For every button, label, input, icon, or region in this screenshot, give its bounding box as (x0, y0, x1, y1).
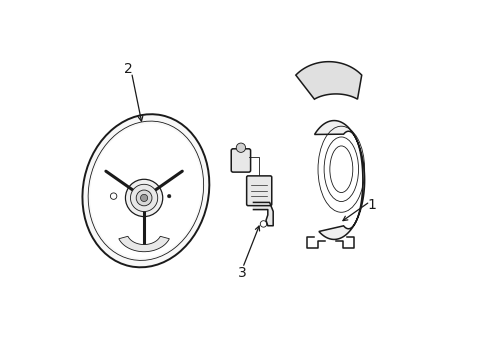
Polygon shape (253, 202, 273, 226)
FancyBboxPatch shape (231, 149, 250, 172)
Circle shape (167, 194, 171, 198)
FancyBboxPatch shape (246, 176, 271, 206)
Circle shape (130, 184, 158, 212)
Text: 1: 1 (366, 198, 375, 212)
Circle shape (136, 190, 152, 206)
Text: 3: 3 (238, 266, 246, 280)
Text: 2: 2 (123, 62, 132, 76)
Ellipse shape (90, 123, 202, 258)
Circle shape (125, 179, 163, 217)
Circle shape (140, 194, 147, 202)
Ellipse shape (82, 114, 209, 267)
Polygon shape (119, 236, 169, 252)
Polygon shape (295, 62, 361, 99)
Polygon shape (314, 121, 364, 239)
Ellipse shape (88, 121, 203, 260)
Circle shape (236, 143, 245, 152)
